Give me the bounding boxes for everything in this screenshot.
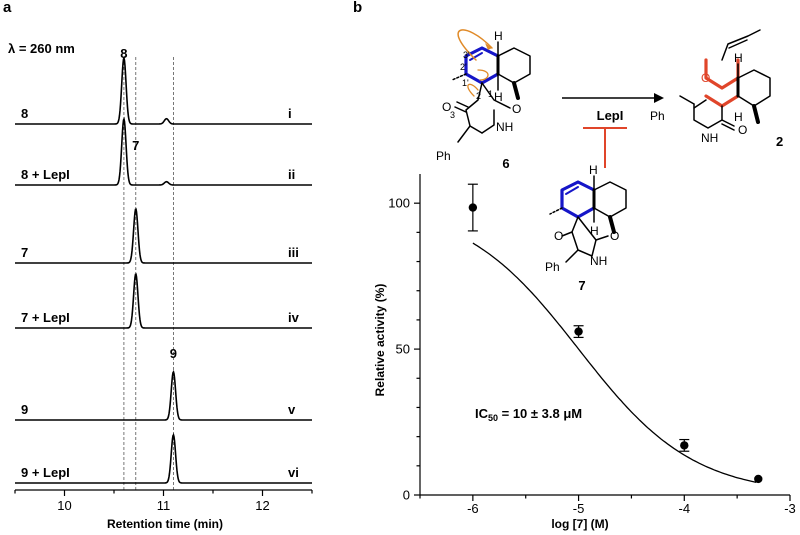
dose-y-tick-label: 0 [403,488,410,503]
product-nh-label: NH [701,131,718,145]
reaction-arrowhead [654,93,664,103]
product-carbonyl-o: O [738,123,747,137]
trace-roman-4: iv [288,310,300,325]
reaction-scheme: 3' 2' 1' 1 2 3 H H NH O O Ph 6 LepI [436,29,783,293]
trace-roman-2: ii [288,167,295,182]
data-point-2 [574,327,583,336]
trace-roman-1: i [288,106,292,121]
pyran-o-label: O [701,71,710,85]
peak-label-1: 8 [120,46,127,61]
h-label-bottom: H [494,90,503,104]
product-h-top: H [734,51,743,65]
ic50-annotation: IC50 = 10 ± 3.8 μM [475,406,582,423]
data-point-1 [468,203,478,212]
dose-x-tick-label: -3 [784,501,796,516]
trace-line-5 [15,369,312,421]
inhibitor-ketone-o: O [554,229,563,243]
atom-label-1: 1 [488,89,493,99]
product-h-bottom: H [734,110,743,124]
atom-label-2: 2 [476,91,481,101]
data-point-3 [680,441,689,450]
trace-label-5: 9 [21,402,28,417]
inhibitor-h-bottom: H [590,224,599,238]
compound-2-label: 2 [776,134,783,149]
atom-label-3: 3 [450,110,455,120]
chromatogram-panel: 8 i 8 + LepI ii 7 iii 7 + LepI iv 9 v 9 + LepI vi 8 7… [14,46,313,513]
trace-roman-3: iii [288,245,299,260]
trace-line-3 [15,208,312,264]
trace-roman-5: v [288,402,296,417]
amide-o-label: O [512,102,521,116]
dose-x-axis-title: log [7] (M) [551,517,608,531]
panel-b-label: b [353,0,362,16]
dose-x-tick-label: -6 [467,501,479,516]
dose-y-tick-label: 50 [396,342,410,357]
nh-label: NH [496,120,513,134]
dose-x-tick-label: -5 [573,501,585,516]
substrate-structure-6 [451,29,531,143]
inhibitor-nh-label: NH [590,254,607,268]
data-point-4 [754,474,763,484]
chromatogram-x-tick-label: 12 [255,498,269,513]
inhibitor-amide-o: O [610,229,619,243]
trace-label-2: 8 + LepI [21,167,70,182]
trace-line-6 [15,432,312,484]
wavelength-label: λ = 260 nm [8,41,75,56]
dose-y-axis-title: Relative activity (%) [373,284,387,397]
peak-label-3: 9 [170,346,177,361]
atom-label-3p: 3' [463,50,470,60]
enzyme-label: LepI [597,108,624,123]
phenyl-label: Ph [436,149,451,163]
inhibitor-structure-7 [549,175,627,263]
product-structure-2 [679,29,771,131]
atom-label-2p: 2' [460,62,467,72]
trace-roman-6: vi [288,465,299,480]
h-label-top: H [494,29,503,43]
chromatogram-x-axis-title: Retention time (min) [107,517,223,531]
chromatogram-x-tick-label: 11 [157,498,171,513]
dose-y-tick-label: 100 [388,196,410,211]
trace-line-2 [15,116,312,186]
trace-line-1 [15,55,312,125]
compound-7-label: 7 [578,278,585,293]
trace-label-4: 7 + LepI [21,310,70,325]
fit-curve [472,242,757,484]
dose-x-tick-label: -4 [679,501,691,516]
product-phenyl-label: Ph [650,109,665,123]
chromatogram-x-tick-label: 10 [57,498,71,513]
dose-response-chart: 0 50 100 -6 -5 -4 -3 [388,174,796,516]
trace-label-3: 7 [21,245,28,260]
ketone-o-label: O [442,100,451,114]
atom-label-1p: 1' [462,78,469,88]
trace-label-1: 8 [21,106,28,121]
trace-label-6: 9 + LepI [21,465,70,480]
peak-label-2: 7 [132,138,139,153]
panel-a-label: a [3,0,12,16]
inhibitor-h-top: H [589,163,598,177]
inhibitor-phenyl-label: Ph [545,260,560,274]
compound-6-label: 6 [502,156,509,171]
trace-line-4 [15,273,312,329]
